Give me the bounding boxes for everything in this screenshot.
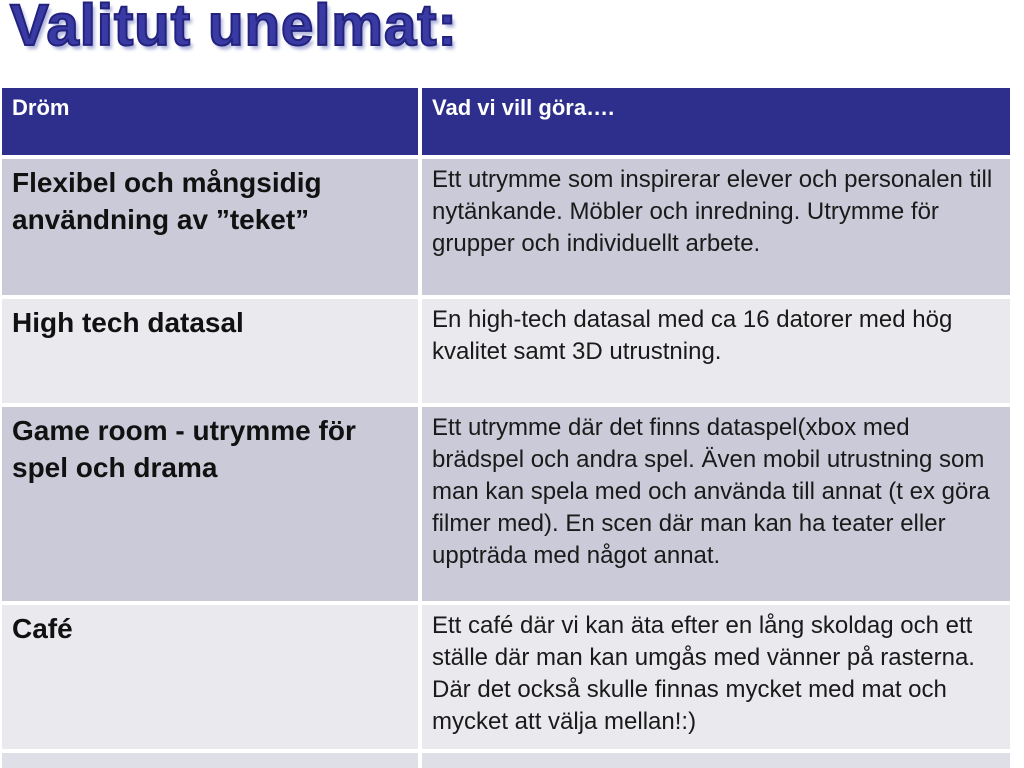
dream-cell-partial: [2, 753, 418, 768]
slide-title: Valitut unelmat:: [9, 0, 458, 59]
action-cell: Ett café där vi kan äta efter en lång sk…: [422, 605, 1010, 749]
dreams-table: Dröm Vad vi vill göra…. Flexibel och mån…: [2, 88, 1010, 768]
table-row: High tech datasal En high-tech datasal m…: [2, 299, 1010, 403]
dream-cell: Game room - utrymme för spel och drama: [2, 407, 418, 601]
table-row: Flexibel och mångsidig användning av ”te…: [2, 159, 1010, 295]
table-row: Café Ett café där vi kan äta efter en lå…: [2, 605, 1010, 749]
dream-cell: Flexibel och mångsidig användning av ”te…: [2, 159, 418, 295]
dream-cell: High tech datasal: [2, 299, 418, 403]
action-cell: En high-tech datasal med ca 16 datorer m…: [422, 299, 1010, 403]
action-cell: Ett utrymme där det finns dataspel(xbox …: [422, 407, 1010, 601]
table-row: Game room - utrymme för spel och drama E…: [2, 407, 1010, 601]
table-row-partial: [2, 753, 1010, 768]
column-header-dream: Dröm: [2, 88, 418, 155]
action-cell-partial: [422, 753, 1010, 768]
dream-cell: Café: [2, 605, 418, 749]
column-header-action: Vad vi vill göra….: [422, 88, 1010, 155]
action-cell: Ett utrymme som inspirerar elever och pe…: [422, 159, 1010, 295]
table-header-row: Dröm Vad vi vill göra….: [2, 88, 1010, 155]
